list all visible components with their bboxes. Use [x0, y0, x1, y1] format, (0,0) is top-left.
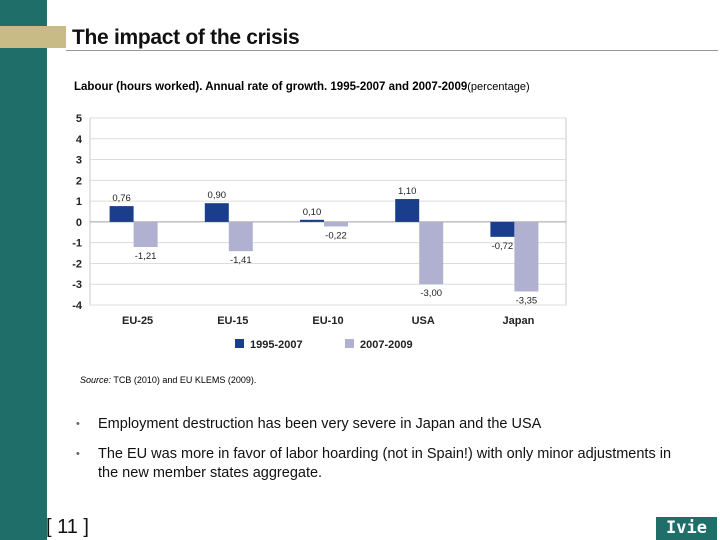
- x-tick-label: EU-25: [122, 315, 153, 327]
- y-tick-label: 4: [76, 134, 83, 146]
- chart-subtitle-unit: (percentage): [467, 81, 530, 93]
- page-number: [ 11 ]: [46, 516, 89, 538]
- plot-area: [89, 117, 567, 306]
- bar: [204, 203, 229, 222]
- bullet-text: Employment destruction has been very sev…: [98, 416, 542, 432]
- data-label: 0,90: [208, 190, 227, 201]
- bar-chart: 5 4 3 2 1 0 -1 -2 -3 -4 0,76 -1,21 EU-25 0,90 -1,41 EU-…: [72, 113, 567, 351]
- data-label: 0,10: [303, 207, 322, 218]
- data-label: -3,00: [420, 288, 442, 299]
- y-tick-label: -1: [72, 238, 82, 250]
- bar: [395, 199, 420, 222]
- chart-subtitle: Labour (hours worked). Annual rate of gr…: [74, 81, 530, 93]
- y-tick-label: -3: [72, 279, 82, 291]
- bar: [300, 219, 324, 222]
- bullet-list: • Employment destruction has been very s…: [76, 415, 676, 494]
- bullet-marker: •: [76, 418, 80, 430]
- source-label: Source:: [80, 375, 112, 385]
- data-label: -1,21: [135, 251, 157, 262]
- y-tick-label: -2: [72, 258, 82, 270]
- sidebar-band: [0, 0, 47, 540]
- bullet-text: The EU was more in favor of labor hoardi…: [98, 446, 672, 481]
- ivie-logo: Ivie: [656, 517, 717, 540]
- bullet-item: • Employment destruction has been very s…: [76, 415, 676, 434]
- bullet-item: • The EU was more in favor of labor hoar…: [76, 445, 676, 483]
- data-label: -1,41: [230, 255, 252, 266]
- chart-subtitle-text: Labour (hours worked). Annual rate of gr…: [74, 81, 468, 93]
- legend-swatch: [235, 339, 244, 348]
- source-note: Source: TCB (2010) and EU KLEMS (2009).: [80, 375, 256, 385]
- data-label: 1,10: [398, 186, 417, 197]
- bar: [109, 206, 134, 222]
- data-label: -3,35: [516, 295, 538, 306]
- bar: [490, 221, 515, 237]
- y-tick-label: 2: [76, 175, 82, 187]
- title-divider: [66, 50, 718, 51]
- data-label: -0,72: [492, 241, 514, 252]
- y-tick-label: 5: [76, 113, 82, 125]
- y-tick-label: 1: [76, 196, 82, 208]
- bar: [324, 221, 348, 227]
- bar: [133, 221, 158, 248]
- accent-block: [0, 26, 66, 48]
- x-tick-label: USA: [412, 315, 435, 327]
- bar: [228, 221, 253, 252]
- y-tick-label: 0: [76, 217, 82, 229]
- legend-label: 1995-2007: [250, 339, 303, 351]
- x-tick-label: EU-15: [217, 315, 248, 327]
- bar: [514, 221, 539, 292]
- bullet-marker: •: [76, 448, 80, 460]
- legend-label: 2007-2009: [360, 339, 413, 351]
- data-label: 0,76: [112, 193, 131, 204]
- y-tick-label: -4: [72, 300, 83, 312]
- y-tick-label: 3: [76, 155, 82, 167]
- source-text: TCB (2010) and EU KLEMS (2009).: [111, 375, 257, 385]
- legend-swatch: [345, 339, 354, 348]
- data-label: -0,22: [325, 230, 347, 241]
- bar: [419, 221, 444, 285]
- x-tick-label: Japan: [503, 315, 535, 327]
- x-tick-label: EU-10: [312, 315, 343, 327]
- slide-title: The impact of the crisis: [72, 26, 300, 49]
